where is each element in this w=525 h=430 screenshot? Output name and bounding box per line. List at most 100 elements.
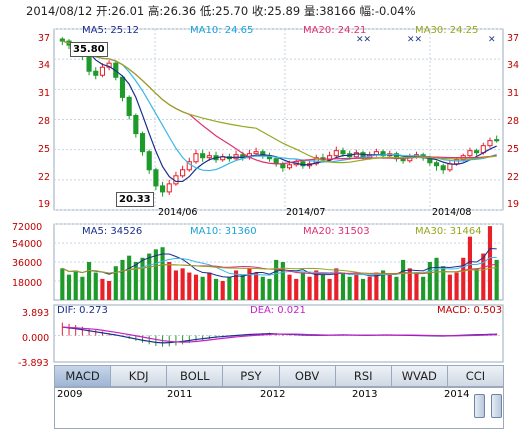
tab-obv[interactable]: OBV: [280, 366, 336, 386]
candle-body: [433, 162, 440, 167]
tab-psy[interactable]: PSY: [223, 366, 280, 386]
volume-bar: [66, 274, 72, 300]
volume-bar: [133, 262, 138, 300]
indicator-tabs: MACD KDJ BOLL PSY OBV RSI WVAD CCI: [54, 365, 504, 387]
volume-bar: [86, 262, 92, 300]
volume-bar: [294, 278, 299, 300]
volume-bar: [441, 266, 446, 300]
macd-tick: 3.893: [22, 308, 50, 319]
price-tick-right: 22: [507, 172, 520, 183]
candle-body: [133, 114, 139, 135]
volume-bar: [180, 268, 185, 300]
close-label: 收:: [251, 4, 268, 18]
macd-tick: -3.893: [18, 358, 49, 369]
tab-kdj[interactable]: KDJ: [111, 366, 168, 386]
vol-ma5-line: [62, 247, 497, 278]
volume-bar: [160, 247, 165, 300]
volume-tick-left: 54000: [12, 239, 43, 250]
close-value: 25.89: [267, 4, 301, 18]
volume-bar: [147, 253, 152, 300]
price-tick-left: 31: [38, 88, 51, 99]
volume-bar: [200, 276, 205, 300]
volume-bar: [454, 272, 459, 300]
dea-line: [62, 326, 497, 343]
vol-ma5-legend: MA5: 34526: [82, 226, 143, 237]
price-tick-left: 25: [38, 144, 51, 155]
event-marker-icon[interactable]: ✕: [488, 35, 496, 45]
event-marker-icon[interactable]: ✕✕: [356, 35, 372, 45]
navigator-left-handle[interactable]: [474, 394, 485, 418]
price-tick-right: 34: [507, 60, 520, 71]
volume-tick-left: 18000: [12, 278, 43, 289]
volume-bar: [340, 272, 346, 300]
volume-bar: [193, 274, 199, 300]
low-value: 25.70: [215, 4, 249, 18]
vol-ma20-legend: MA20: 31503: [303, 226, 370, 237]
volume-bar: [233, 270, 239, 300]
quote-date: 2014/08/12: [26, 4, 93, 18]
high-value: 26.36: [163, 4, 197, 18]
volume-bar: [347, 276, 352, 300]
volume-bar: [127, 255, 132, 300]
date-tick: 2014/06: [158, 207, 198, 218]
volume-bar: [494, 259, 499, 300]
tab-macd[interactable]: MACD: [55, 366, 112, 386]
high-label: 高:: [147, 4, 164, 18]
volume-bar: [207, 272, 212, 300]
candle-body: [180, 169, 186, 177]
candle-body: [86, 54, 92, 72]
price-tick-right: 25: [507, 144, 520, 155]
ma10-legend: MA10: 24.65: [190, 25, 254, 36]
candle-body: [59, 38, 65, 42]
volume-bar: [401, 259, 406, 300]
candle-body: [447, 163, 453, 171]
navigator-year: 2014: [444, 389, 470, 400]
candle-body: [99, 66, 106, 76]
candle-body: [333, 150, 339, 157]
candle-body: [440, 165, 446, 171]
volume-bar: [267, 278, 272, 300]
volume-bar: [434, 257, 439, 300]
tab-rsi[interactable]: RSI: [336, 366, 392, 386]
volume-bar: [60, 268, 65, 300]
ma30-legend: MA30: 24.25: [415, 25, 479, 36]
tab-boll[interactable]: BOLL: [167, 366, 224, 386]
volume-bar: [320, 274, 326, 300]
volume-bar: [374, 272, 379, 300]
volume-bar: [220, 281, 225, 300]
candle-body: [327, 155, 333, 161]
price-tick-right: 31: [507, 88, 520, 99]
volume-bar: [254, 272, 259, 300]
volume-tick-left: 72000: [12, 222, 43, 233]
price-tick-right: 19: [507, 199, 520, 210]
change-value: -0.04%: [374, 4, 416, 18]
candle-body: [166, 183, 172, 193]
ma30-line: [62, 40, 497, 164]
candle-body: [487, 140, 493, 147]
candle-body: [380, 151, 386, 157]
tab-wvad[interactable]: WVAD: [392, 366, 448, 386]
range-navigator[interactable]: 2009 2011 2012 2013 2014: [54, 387, 504, 429]
open-value: 26.01: [111, 4, 145, 18]
volume-bar: [274, 259, 279, 300]
volume-bar: [107, 281, 112, 300]
volume-bar: [421, 276, 426, 300]
navigator-year: 2013: [352, 389, 378, 400]
volume-bar: [227, 276, 232, 300]
candle-body: [206, 155, 212, 159]
candle-body: [146, 151, 152, 171]
volume-bar: [240, 274, 245, 300]
volume-bar: [113, 266, 118, 300]
navigator-right-handle[interactable]: [491, 394, 502, 418]
candle-body: [253, 151, 259, 155]
volume-bar: [140, 257, 145, 300]
open-label: 开:: [95, 4, 112, 18]
volume-bar: [120, 259, 125, 300]
volume-value: 38166: [319, 4, 356, 18]
volume-bar: [73, 270, 78, 300]
candle-body: [93, 70, 99, 76]
event-marker-icon[interactable]: ✕✕: [407, 35, 423, 45]
volume-bar: [300, 272, 305, 300]
price-tick-left: 28: [38, 116, 51, 127]
tab-cci[interactable]: CCI: [465, 369, 486, 383]
